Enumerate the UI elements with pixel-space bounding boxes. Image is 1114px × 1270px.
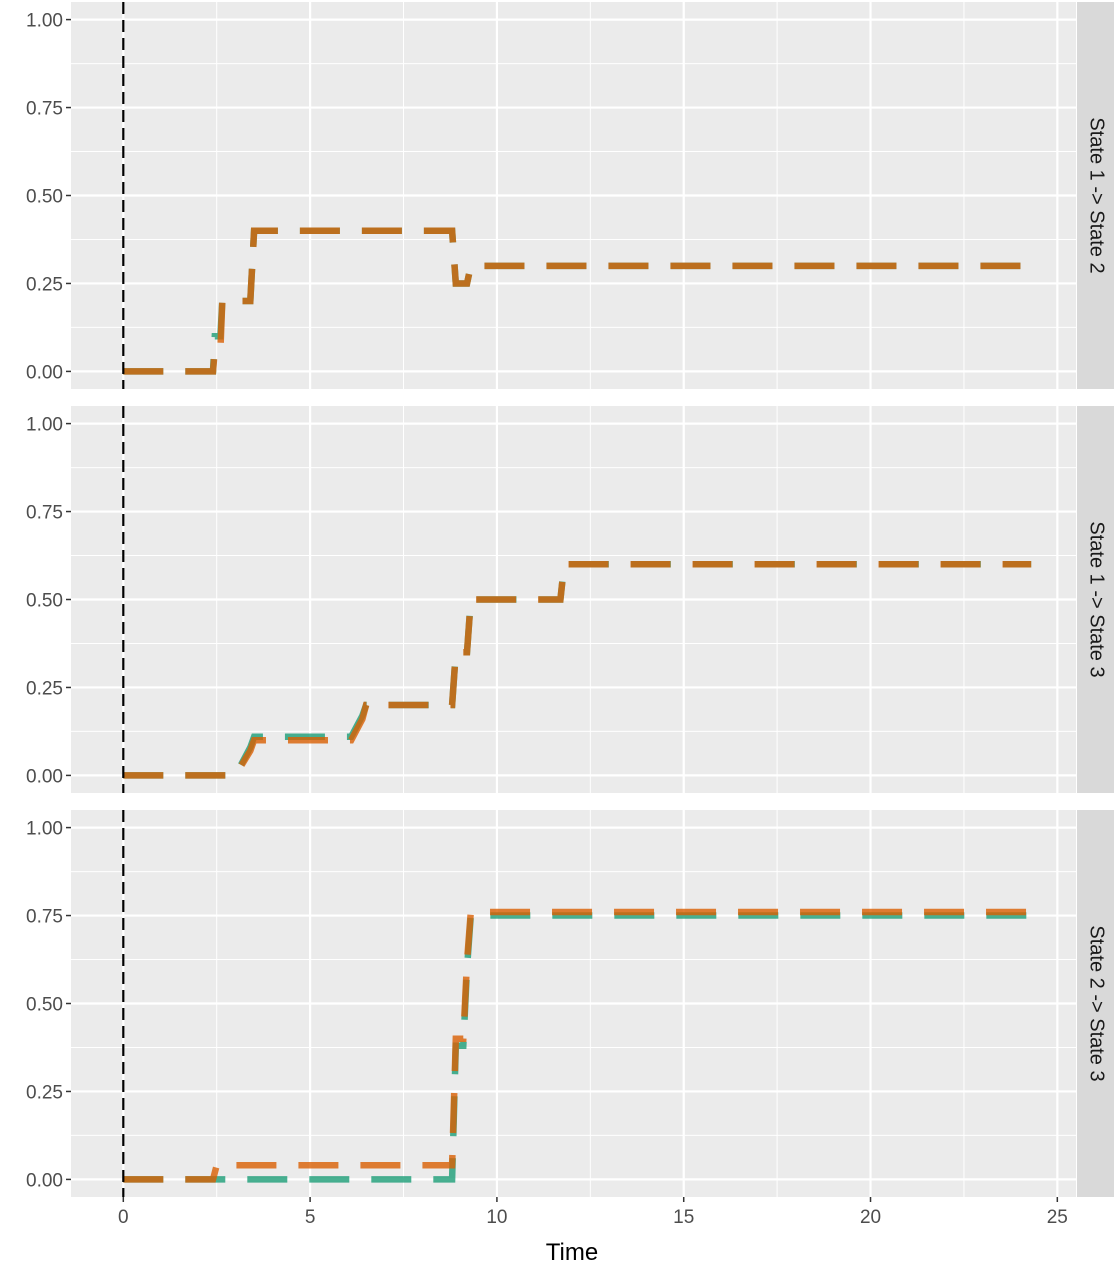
x-tick-label: 10 (486, 1207, 507, 1228)
x-tick-label: 20 (860, 1207, 881, 1228)
y-tick-label: 0.00 (26, 1170, 63, 1191)
facet-strip (1077, 2, 1114, 389)
y-tick-label: 0.75 (26, 99, 63, 120)
y-tick-label: 0.50 (26, 995, 63, 1016)
facet-strip (1077, 406, 1114, 793)
series-line-2 (123, 908, 1032, 1183)
y-tick-label: 0.00 (26, 362, 63, 383)
y-tick-label: 0.25 (26, 1082, 63, 1103)
y-tick-label: 0.50 (26, 187, 63, 208)
y-tick-label: 0.25 (26, 678, 63, 699)
facet-strip-label: State 1 -> State 3 (1086, 521, 1108, 677)
y-tick-label: 1.00 (26, 819, 63, 840)
series-line-2 (123, 227, 1032, 375)
x-axis-title: Time (546, 1239, 598, 1266)
x-tick-label: 5 (305, 1207, 316, 1228)
y-tick-label: 1.00 (26, 415, 63, 436)
facet-strip-label: State 1 -> State 2 (1086, 117, 1108, 273)
y-tick-label: 0.00 (26, 766, 63, 787)
series-line-1 (123, 912, 1032, 1183)
facet-panel-1: 0.00 0.25 0.50 0.75 1.00 State 1 -> State 2 (26, 2, 1114, 389)
x-tick-label: 15 (673, 1207, 694, 1228)
y-tick-label: 0.75 (26, 503, 63, 524)
facet-panel-2: 0.00 0.25 0.50 0.75 1.00 State 1 -> State 3 (26, 406, 1114, 793)
y-tick-label: 0.50 (26, 591, 63, 612)
facet-panel-3: 0.00 0.25 0.50 0.75 1.00 State 2 -> State 3 (26, 810, 1114, 1197)
x-axis: 0 5 10 15 20 25 (118, 1197, 1068, 1228)
x-tick-label: 25 (1047, 1207, 1068, 1228)
x-tick-label: 0 (118, 1207, 129, 1228)
facet-strip-label: State 2 -> State 3 (1086, 925, 1108, 1081)
y-tick-label: 0.25 (26, 274, 63, 295)
series-line-2 (123, 561, 1032, 779)
y-tick-label: 1.00 (26, 11, 63, 32)
facet-strip (1077, 810, 1114, 1197)
y-tick-label: 0.75 (26, 907, 63, 928)
